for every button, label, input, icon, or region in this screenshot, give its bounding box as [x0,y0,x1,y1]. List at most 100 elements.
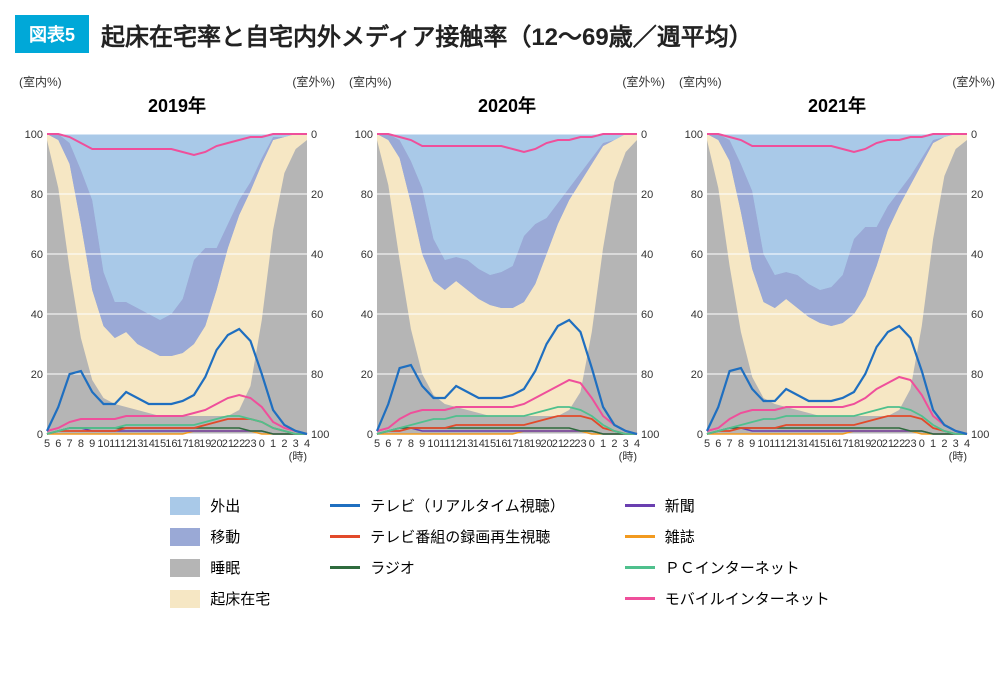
axis-right-label: (室外%) [292,73,335,90]
legend-label: テレビ番組の録画再生視聴 [370,526,550,547]
legend-line-radio [330,566,360,569]
legend-label: 起床在宅 [210,588,270,609]
svg-text:7: 7 [67,438,73,450]
svg-text:4: 4 [634,438,640,450]
legend-line-mobile [625,597,655,600]
svg-text:20: 20 [971,189,983,201]
svg-text:11: 11 [109,438,120,450]
svg-text:2: 2 [941,438,947,450]
chart-panel-1: (室内%) (室外%) 2020年 0204060801000204060801… [345,73,669,473]
legend-item: 新聞 [625,495,830,516]
svg-text:60: 60 [311,309,323,321]
svg-text:0: 0 [259,438,265,450]
svg-text:6: 6 [55,438,61,450]
svg-text:11: 11 [769,438,780,450]
legend-item: 雑誌 [625,526,830,547]
axis-left-label: (室内%) [679,73,722,90]
legend-label: 睡眠 [210,557,240,578]
svg-text:8: 8 [78,438,84,450]
svg-text:10: 10 [757,438,769,450]
svg-text:(時): (時) [619,450,637,463]
svg-text:3: 3 [623,438,629,450]
svg-text:5: 5 [374,438,380,450]
svg-text:0: 0 [367,429,373,441]
svg-text:0: 0 [697,429,703,441]
legend-line-tv [330,504,360,507]
chart-panels: (室内%) (室外%) 2019年 0204060801000204060801… [15,73,985,473]
svg-text:23: 23 [574,438,586,450]
svg-text:60: 60 [31,249,43,261]
panel-title: 2020年 [345,92,669,118]
legend-item: 睡眠 [170,557,270,578]
chart-panel-2: (室内%) (室外%) 2021年 0204060801000204060801… [675,73,999,473]
svg-text:80: 80 [361,189,373,201]
legend-line-pc [625,566,655,569]
svg-text:23: 23 [904,438,916,450]
svg-text:11: 11 [439,438,450,450]
legend: 外出 移動 睡眠 起床在宅 テレビ（リアルタイム視聴） テレビ番組の録画再生視聴… [15,495,985,609]
svg-text:3: 3 [293,438,299,450]
svg-text:4: 4 [304,438,310,450]
svg-text:40: 40 [361,309,373,321]
svg-text:5: 5 [704,438,710,450]
svg-text:100: 100 [25,129,43,141]
legend-item: テレビ番組の録画再生視聴 [330,526,565,547]
axis-right-label: (室外%) [622,73,665,90]
svg-text:20: 20 [691,369,703,381]
axis-left-label: (室内%) [19,73,62,90]
svg-text:1: 1 [600,438,606,450]
legend-item: モバイルインターネット [625,588,830,609]
svg-text:40: 40 [971,249,983,261]
legend-swatch-sleep [170,559,200,577]
svg-text:0: 0 [641,129,647,141]
chart-panel-0: (室内%) (室外%) 2019年 0204060801000204060801… [15,73,339,473]
svg-text:0: 0 [971,129,977,141]
svg-text:2: 2 [281,438,287,450]
svg-text:(時): (時) [949,450,967,463]
figure-badge: 図表5 [15,15,89,53]
svg-text:20: 20 [361,369,373,381]
svg-text:7: 7 [727,438,733,450]
svg-text:23: 23 [244,438,256,450]
svg-text:80: 80 [31,189,43,201]
svg-text:20: 20 [641,189,653,201]
svg-text:4: 4 [964,438,970,450]
svg-text:1: 1 [930,438,936,450]
svg-text:100: 100 [311,429,329,441]
svg-text:10: 10 [97,438,109,450]
svg-text:7: 7 [397,438,403,450]
svg-text:(時): (時) [289,450,307,463]
figure-title: 起床在宅率と自宅内外メディア接触率（12～69歳／週平均） [101,17,753,52]
legend-label: ＰＣインターネット [665,557,800,578]
svg-text:100: 100 [971,429,989,441]
panel-title: 2021年 [675,92,999,118]
svg-text:3: 3 [953,438,959,450]
svg-text:9: 9 [749,438,755,450]
svg-text:8: 8 [738,438,744,450]
legend-label: モバイルインターネット [665,588,830,609]
svg-text:60: 60 [641,309,653,321]
legend-label: 移動 [210,526,240,547]
legend-item: 外出 [170,495,270,516]
svg-text:20: 20 [311,189,323,201]
legend-label: 外出 [210,495,240,516]
legend-swatch-out [170,497,200,515]
legend-line-mag [625,535,655,538]
svg-text:1: 1 [270,438,276,450]
svg-text:100: 100 [641,429,659,441]
svg-text:40: 40 [691,309,703,321]
legend-item: ラジオ [330,557,565,578]
legend-item: 起床在宅 [170,588,270,609]
svg-text:60: 60 [361,249,373,261]
svg-text:100: 100 [355,129,373,141]
legend-label: テレビ（リアルタイム視聴） [370,495,565,516]
legend-label: 新聞 [665,495,695,516]
svg-text:80: 80 [311,369,323,381]
svg-text:80: 80 [691,189,703,201]
svg-text:8: 8 [408,438,414,450]
svg-text:60: 60 [971,309,983,321]
figure-header: 図表5 起床在宅率と自宅内外メディア接触率（12～69歳／週平均） [15,15,985,53]
legend-line-news [625,504,655,507]
svg-text:20: 20 [31,369,43,381]
svg-text:60: 60 [691,249,703,261]
